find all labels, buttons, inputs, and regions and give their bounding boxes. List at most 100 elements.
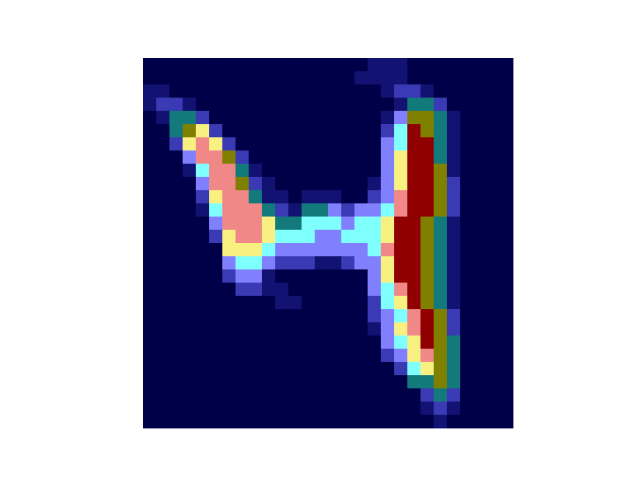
heatmap-cell [182,97,197,112]
heatmap-cell [354,176,369,191]
heatmap-cell [314,256,329,270]
heatmap-cell [169,243,184,257]
heatmap-cell [407,322,421,336]
heatmap-cell [328,137,342,151]
heatmap-cell [420,375,435,389]
heatmap-cell [248,110,263,125]
heatmap-cell [301,322,316,336]
heatmap-cell [248,150,263,165]
heatmap-cell [367,71,382,85]
heatmap-cell [446,401,461,416]
heatmap-cell [209,375,223,389]
heatmap-cell [341,110,355,125]
heatmap-cell [261,414,276,429]
heatmap-cell [486,309,501,323]
heatmap-cell [367,388,382,402]
heatmap-cell [182,388,197,402]
heatmap-cell [394,361,408,376]
heatmap-cell [222,282,236,297]
heatmap-cell [222,309,236,323]
heatmap-cell [499,163,514,178]
heatmap-cell [407,361,421,376]
heatmap-cell [222,84,236,99]
heatmap-cell [209,256,223,270]
heatmap-cell [380,58,395,72]
heatmap-cell [328,203,342,217]
heatmap-cell [380,361,395,376]
heatmap-cell [248,137,263,151]
heatmap-cell [261,137,276,151]
heatmap-cell [460,190,474,204]
heatmap-cell [156,137,170,151]
heatmap-cell [248,190,263,204]
heatmap-cell [209,295,223,310]
heatmap-cell [446,137,461,151]
heatmap-cell [460,203,474,217]
heatmap-cell [301,216,316,231]
heatmap-cell [486,58,501,72]
heatmap-cell [394,229,408,244]
heatmap-cell [341,124,355,138]
heatmap-cell [328,190,342,204]
heatmap-cell [235,361,250,376]
heatmap-cell [354,84,369,99]
heatmap-cell [261,110,276,125]
heatmap-cell [314,163,329,178]
heatmap-cell [195,414,210,429]
heatmap-cell [394,216,408,231]
heatmap-cell [288,243,302,257]
heatmap-cell [407,295,421,310]
heatmap-cell [420,361,435,376]
heatmap-cell [301,269,316,284]
heatmap-cell [209,388,223,402]
heatmap-cell [222,176,236,191]
heatmap-cell [182,401,197,416]
heatmap-cell [367,401,382,416]
heatmap-cell [420,97,435,112]
heatmap-cell [195,309,210,323]
heatmap-cell [195,375,210,389]
heatmap-cell [473,295,487,310]
heatmap-cell [222,97,236,112]
heatmap-cell [394,401,408,416]
heatmap-cell [248,295,263,310]
heatmap-cell [420,401,435,416]
heatmap-cell [314,375,329,389]
heatmap-cell [460,229,474,244]
heatmap-cell [420,269,435,284]
heatmap-cell [473,190,487,204]
heatmap-cell [367,348,382,363]
heatmap-cell [394,309,408,323]
heatmap-cell [354,97,369,112]
heatmap-cell [486,256,501,270]
heatmap-cell [354,335,369,350]
heatmap-cell [248,309,263,323]
heatmap-cell [169,203,184,217]
heatmap-cell [248,229,263,244]
heatmap-cell [420,216,435,231]
heatmap-cell [328,163,342,178]
heatmap-cell [407,309,421,323]
heatmap-cell [341,243,355,257]
heatmap-cell [446,322,461,336]
heatmap-cell [195,401,210,416]
heatmap-cell [433,71,448,85]
heatmap-cell [222,348,236,363]
heatmap-cell [288,414,302,429]
heatmap-cell [473,124,487,138]
heatmap-cell [499,84,514,99]
heatmap-cell [367,203,382,217]
heatmap-cell [433,84,448,99]
heatmap-cell [354,150,369,165]
heatmap-cell [156,414,170,429]
heatmap-cell [499,414,514,429]
heatmap-cell [301,137,316,151]
heatmap-cell [275,256,289,270]
heatmap-cell [420,163,435,178]
heatmap-cell [156,124,170,138]
heatmap-cell [446,190,461,204]
heatmap-cell [156,256,170,270]
heatmap-cell [486,243,501,257]
heatmap-cell [473,176,487,191]
heatmap-cell [354,348,369,363]
